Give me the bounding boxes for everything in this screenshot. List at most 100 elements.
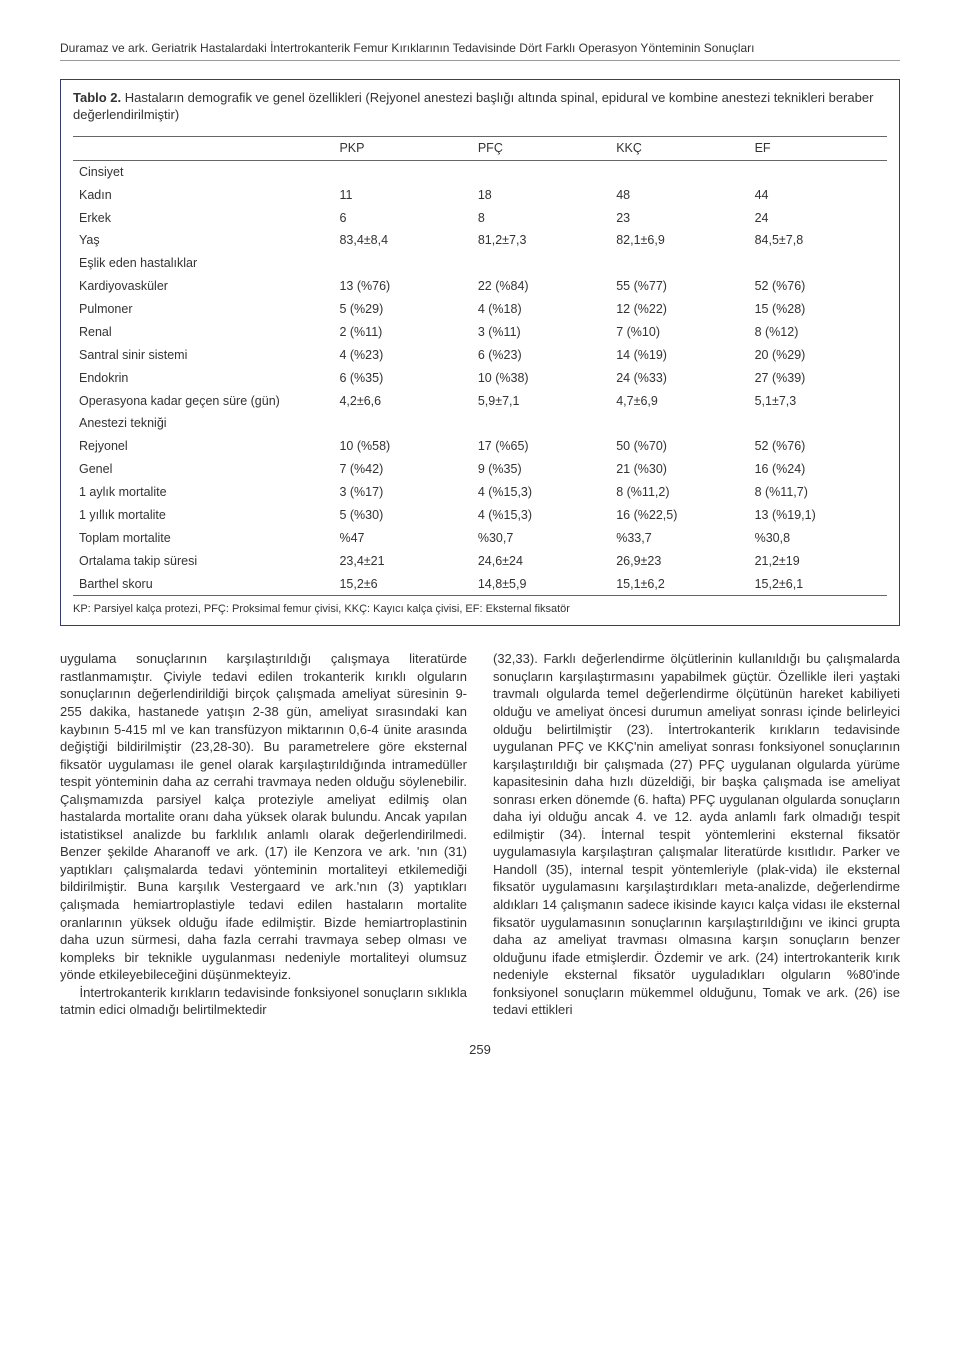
row-value — [610, 160, 748, 183]
row-value: 15,2±6 — [333, 573, 471, 596]
row-value: 4,2±6,6 — [333, 390, 471, 413]
row-label: Santral sinir sistemi — [73, 344, 333, 367]
row-label: Barthel skoru — [73, 573, 333, 596]
row-value: 9 (%35) — [472, 458, 610, 481]
table-col-header: KKÇ — [610, 136, 748, 160]
row-value: 12 (%22) — [610, 298, 748, 321]
table-row: Barthel skoru15,2±614,8±5,915,1±6,215,2±… — [73, 573, 887, 596]
row-value: 48 — [610, 184, 748, 207]
row-value: 4 (%15,3) — [472, 504, 610, 527]
row-value — [472, 252, 610, 275]
row-label: Renal — [73, 321, 333, 344]
table-row: 1 yıllık mortalite5 (%30)4 (%15,3)16 (%2… — [73, 504, 887, 527]
row-value: 7 (%10) — [610, 321, 748, 344]
row-value: %47 — [333, 527, 471, 550]
row-value: 5 (%30) — [333, 504, 471, 527]
row-label: Pulmoner — [73, 298, 333, 321]
table-row: Genel7 (%42)9 (%35)21 (%30)16 (%24) — [73, 458, 887, 481]
row-value: 82,1±6,9 — [610, 229, 748, 252]
table-caption: Tablo 2. Hastaların demografik ve genel … — [73, 90, 887, 124]
row-value: 3 (%17) — [333, 481, 471, 504]
row-value: 11 — [333, 184, 471, 207]
body-paragraph: (32,33). Farklı değerlendirme ölçütlerin… — [493, 650, 900, 1018]
row-value: 23,4±21 — [333, 550, 471, 573]
row-value: 24 (%33) — [610, 367, 748, 390]
table-row: Cinsiyet — [73, 160, 887, 183]
row-label: Cinsiyet — [73, 160, 333, 183]
row-value: 6 — [333, 207, 471, 230]
table-row: Santral sinir sistemi4 (%23)6 (%23)14 (%… — [73, 344, 887, 367]
row-value: 4,7±6,9 — [610, 390, 748, 413]
table-row: Anestezi tekniği — [73, 412, 887, 435]
body-columns: uygulama sonuçlarının karşılaştırıldığı … — [60, 650, 900, 1018]
table-col-header: EF — [749, 136, 887, 160]
row-value: 84,5±7,8 — [749, 229, 887, 252]
row-value: 4 (%15,3) — [472, 481, 610, 504]
row-value: 81,2±7,3 — [472, 229, 610, 252]
row-value: 4 (%18) — [472, 298, 610, 321]
row-value: 5 (%29) — [333, 298, 471, 321]
row-value: 8 (%12) — [749, 321, 887, 344]
row-value: 13 (%19,1) — [749, 504, 887, 527]
table-row: Yaş83,4±8,481,2±7,382,1±6,984,5±7,8 — [73, 229, 887, 252]
table-row: Erkek682324 — [73, 207, 887, 230]
row-label: Erkek — [73, 207, 333, 230]
table-header-row: PKPPFÇKKÇEF — [73, 136, 887, 160]
row-value: 8 — [472, 207, 610, 230]
row-value — [749, 252, 887, 275]
table-2-container: Tablo 2. Hastaların demografik ve genel … — [60, 79, 900, 626]
left-column: uygulama sonuçlarının karşılaştırıldığı … — [60, 650, 467, 1018]
table-row: Eşlik eden hastalıklar — [73, 252, 887, 275]
row-value: 8 (%11,7) — [749, 481, 887, 504]
row-value: 26,9±23 — [610, 550, 748, 573]
table-row: Rejyonel10 (%58)17 (%65)50 (%70)52 (%76) — [73, 435, 887, 458]
row-value: %30,7 — [472, 527, 610, 550]
row-value: 44 — [749, 184, 887, 207]
row-value: 10 (%38) — [472, 367, 610, 390]
row-value: 8 (%11,2) — [610, 481, 748, 504]
row-value: 4 (%23) — [333, 344, 471, 367]
row-value: 50 (%70) — [610, 435, 748, 458]
row-value: %30,8 — [749, 527, 887, 550]
row-value: 20 (%29) — [749, 344, 887, 367]
row-value: 55 (%77) — [610, 275, 748, 298]
row-value: 21,2±19 — [749, 550, 887, 573]
row-value: 18 — [472, 184, 610, 207]
row-value: 6 (%35) — [333, 367, 471, 390]
table-row: Operasyona kadar geçen süre (gün)4,2±6,6… — [73, 390, 887, 413]
row-value — [749, 160, 887, 183]
row-value: 7 (%42) — [333, 458, 471, 481]
row-value — [472, 160, 610, 183]
row-value: 13 (%76) — [333, 275, 471, 298]
row-value: 24 — [749, 207, 887, 230]
table-caption-label: Tablo 2. — [73, 90, 121, 105]
body-paragraph: uygulama sonuçlarının karşılaştırıldığı … — [60, 650, 467, 983]
running-head: Duramaz ve ark. Geriatrik Hastalardaki İ… — [60, 40, 900, 56]
row-value — [333, 412, 471, 435]
row-label: Ortalama takip süresi — [73, 550, 333, 573]
row-value: 14,8±5,9 — [472, 573, 610, 596]
row-value — [610, 412, 748, 435]
table-row: 1 aylık mortalite3 (%17)4 (%15,3)8 (%11,… — [73, 481, 887, 504]
row-value — [610, 252, 748, 275]
row-label: 1 yıllık mortalite — [73, 504, 333, 527]
row-value: 27 (%39) — [749, 367, 887, 390]
table-row: Pulmoner5 (%29)4 (%18)12 (%22)15 (%28) — [73, 298, 887, 321]
row-label: Eşlik eden hastalıklar — [73, 252, 333, 275]
row-value: 52 (%76) — [749, 275, 887, 298]
row-label: Genel — [73, 458, 333, 481]
row-value: 5,1±7,3 — [749, 390, 887, 413]
row-value: 10 (%58) — [333, 435, 471, 458]
row-label: Kadın — [73, 184, 333, 207]
row-value: 6 (%23) — [472, 344, 610, 367]
row-value: 14 (%19) — [610, 344, 748, 367]
row-value: 5,9±7,1 — [472, 390, 610, 413]
table-row: Toplam mortalite%47%30,7%33,7%30,8 — [73, 527, 887, 550]
body-paragraph: İntertrokanterik kırıkların tedavisinde … — [60, 984, 467, 1019]
table-col-header: PKP — [333, 136, 471, 160]
table-col-header — [73, 136, 333, 160]
row-value: 15,2±6,1 — [749, 573, 887, 596]
table-col-header: PFÇ — [472, 136, 610, 160]
row-value: 3 (%11) — [472, 321, 610, 344]
row-label: Kardiyovasküler — [73, 275, 333, 298]
